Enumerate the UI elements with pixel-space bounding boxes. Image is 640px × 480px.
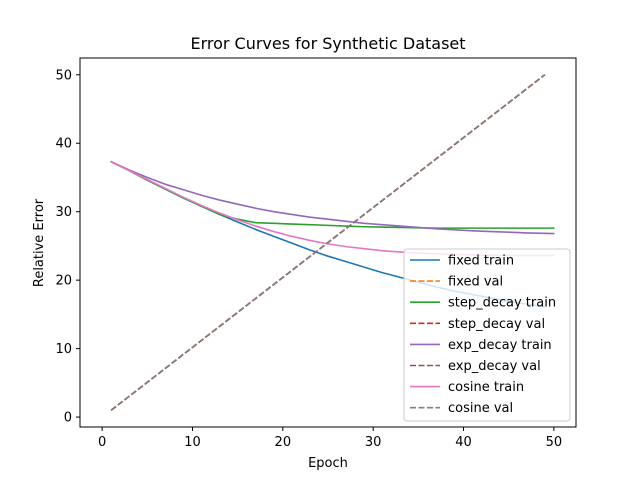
- legend-label-7: cosine val: [448, 401, 513, 416]
- axes: 0 10 20 30 40 50 0 10 20 30 40 50: [55, 57, 577, 450]
- legend-label-4: exp_decay train: [448, 338, 552, 353]
- y-tick-label-0: 0: [64, 411, 72, 426]
- legend-box: [403, 248, 571, 422]
- x-tick-label-1: 10: [184, 435, 201, 450]
- y-tick-label-3: 30: [55, 205, 72, 220]
- legend-label-3: step_decay val: [448, 317, 545, 332]
- x-tick-label-5: 50: [546, 435, 563, 450]
- legend-label-5: exp_decay val: [448, 359, 541, 374]
- legend-label-2: step_decay train: [448, 296, 556, 311]
- x-tick-label-3: 30: [365, 435, 382, 450]
- legend-label-6: cosine train: [448, 380, 524, 395]
- x-tick-label-4: 40: [455, 435, 472, 450]
- plot-frame: [79, 57, 577, 428]
- y-tick-label-5: 50: [55, 68, 72, 83]
- y-tick-label-2: 20: [55, 274, 72, 289]
- y-tick-label-1: 10: [55, 342, 72, 357]
- series-line-7: [110, 74, 546, 411]
- y-axis-label: Relative Error: [32, 198, 47, 287]
- legend-label-1: fixed val: [448, 275, 503, 290]
- chart-title: Error Curves for Synthetic Dataset: [190, 34, 465, 53]
- x-tick-label-2: 20: [275, 435, 292, 450]
- x-tick-label-0: 0: [98, 435, 106, 450]
- series-line-6: [110, 160, 555, 257]
- series-line-4: [110, 160, 555, 235]
- legend-label-0: fixed train: [448, 254, 514, 269]
- legend: fixed train fixed val step_decay train step…: [403, 248, 571, 422]
- x-axis-label: Epoch: [308, 456, 348, 471]
- y-tick-label-4: 40: [55, 137, 72, 152]
